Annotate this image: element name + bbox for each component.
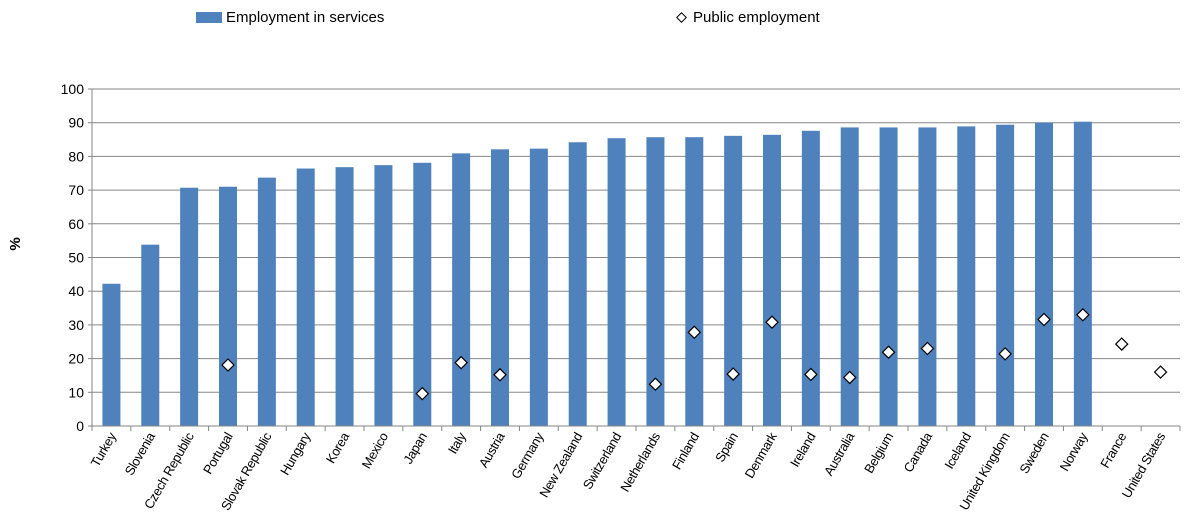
x-tick-label: Mexico — [359, 430, 391, 471]
markers — [221, 307, 1168, 401]
bar — [452, 153, 471, 426]
bar — [568, 142, 587, 426]
y-tick-label: 10 — [68, 384, 84, 400]
legend-swatch-diamond — [676, 11, 687, 23]
bar — [996, 124, 1015, 427]
x-tick-label: Belgium — [861, 430, 896, 476]
x-tick-label: Portugal — [200, 430, 236, 477]
bar — [840, 127, 859, 426]
public-employment-marker — [454, 355, 468, 370]
legend-item-services: Employment in services — [196, 6, 384, 28]
bar — [413, 162, 432, 427]
x-tick-label: Ireland — [787, 430, 819, 470]
bar — [180, 187, 199, 426]
x-tick-label: Sweden — [1016, 430, 1051, 476]
y-axis-label: % — [7, 237, 24, 250]
public-employment-marker — [1037, 312, 1051, 327]
bar — [1035, 122, 1053, 426]
y-tick-labels: 0 10 20 30 40 50 60 70 80 90 100 — [61, 81, 92, 434]
x-tick-label: Norway — [1057, 429, 1091, 473]
x-tick-label: Hungary — [277, 429, 314, 477]
x-tick-label: Netherlands — [617, 429, 663, 494]
y-tick-label: 90 — [68, 115, 84, 131]
x-tick-label: France — [1097, 430, 1129, 471]
x-tick-label: Denmark — [742, 429, 780, 481]
bar — [141, 244, 160, 426]
public-employment-marker — [493, 367, 507, 382]
gridlines — [92, 88, 1180, 393]
x-tick-label: Finland — [669, 430, 702, 472]
bars — [102, 121, 1092, 427]
y-tick-label: 20 — [68, 351, 84, 367]
x-tick-label: Korea — [323, 429, 353, 466]
y-tick-label: 0 — [76, 418, 84, 434]
bar — [1073, 121, 1092, 427]
public-employment-marker — [842, 370, 857, 385]
bar — [607, 138, 626, 426]
axes — [91, 89, 1181, 431]
x-tick-label: Slovenia — [122, 429, 159, 478]
x-tick-label: Austria — [476, 429, 508, 470]
bar — [724, 135, 743, 426]
public-employment-marker — [881, 345, 896, 360]
y-tick-label: 40 — [68, 283, 84, 299]
bar — [646, 137, 665, 427]
y-tick-label: 100 — [61, 81, 85, 97]
legend-label-public: Public employment — [693, 8, 820, 26]
bar — [296, 168, 315, 427]
x-tick-label: Spain — [712, 430, 741, 465]
bar — [879, 127, 898, 426]
x-tick-label: Australia — [821, 429, 858, 478]
bar — [257, 177, 276, 426]
y-tick-label: 50 — [68, 250, 84, 266]
legend-item-public: Public employment — [676, 6, 820, 28]
public-employment-marker — [415, 386, 430, 401]
x-tick-label: Turkey — [88, 429, 120, 469]
public-employment-marker — [998, 347, 1012, 361]
bar — [219, 186, 237, 426]
bar — [335, 167, 354, 426]
y-tick-label: 60 — [68, 216, 84, 232]
y-tick-label: 30 — [68, 317, 84, 333]
bar — [685, 137, 704, 427]
bar — [529, 148, 548, 427]
y-tick-label: 80 — [68, 148, 84, 164]
public-employment-marker — [726, 367, 740, 381]
legend-swatch-bar — [196, 11, 222, 23]
bar — [957, 126, 976, 427]
x-tick-label: Switzerland — [580, 430, 624, 492]
public-employment-marker — [1114, 337, 1129, 351]
x-tick-label: Japan — [400, 430, 430, 467]
y-tick-label: 70 — [68, 182, 84, 198]
public-employment-marker — [648, 377, 663, 392]
public-employment-marker — [765, 315, 779, 330]
public-employment-marker — [1153, 365, 1168, 379]
public-employment-marker — [687, 325, 702, 340]
bar — [801, 130, 820, 426]
bar — [374, 165, 393, 427]
bar — [763, 134, 781, 426]
legend-label-services: Employment in services — [226, 8, 385, 26]
x-tick-label: Canada — [900, 429, 935, 475]
x-tick-label: Italy — [445, 429, 469, 456]
x-tick-label: Germany — [508, 429, 547, 481]
public-employment-marker — [221, 358, 235, 372]
public-employment-marker — [920, 341, 935, 356]
public-employment-marker — [1076, 307, 1090, 322]
bar — [491, 149, 509, 426]
bar — [918, 127, 937, 426]
bar — [102, 283, 121, 426]
x-tick-label: Iceland — [941, 430, 974, 472]
public-employment-marker — [804, 367, 818, 382]
